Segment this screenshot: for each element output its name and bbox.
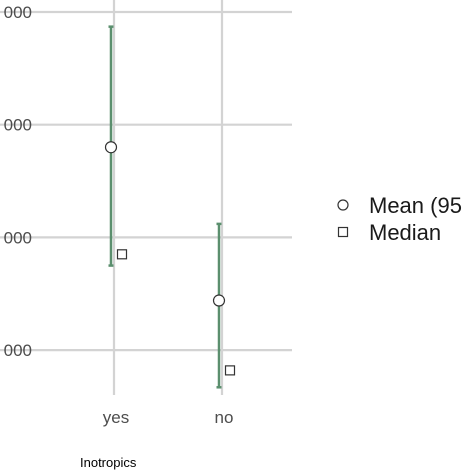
y-tick-label-2: 000 (4, 116, 32, 135)
grid (0, 0, 292, 395)
y-tick-label-0: 000 (4, 341, 32, 360)
y-tick-label-3: 000 (4, 3, 32, 22)
y-tick-label-1: 000 (4, 228, 32, 247)
legend-label-1: Median (369, 220, 441, 245)
x-axis-ticks: yes no (103, 408, 234, 427)
x-tick-label-1: no (215, 408, 234, 427)
error-bars (108, 25, 222, 389)
x-axis-title: Inotropics (80, 455, 137, 470)
legend-square-icon (337, 226, 349, 238)
legend-circle-icon (337, 199, 349, 211)
mean-point-0 (104, 141, 118, 154)
median-point-1 (224, 365, 236, 376)
x-tick-label-0: yes (103, 408, 129, 427)
median-point-0 (116, 249, 128, 260)
legend-label-0: Mean (95 (369, 193, 462, 218)
y-axis-ticks: 000 000 000 000 (4, 3, 32, 360)
mean-point-1 (212, 294, 226, 307)
data-points (104, 141, 236, 376)
